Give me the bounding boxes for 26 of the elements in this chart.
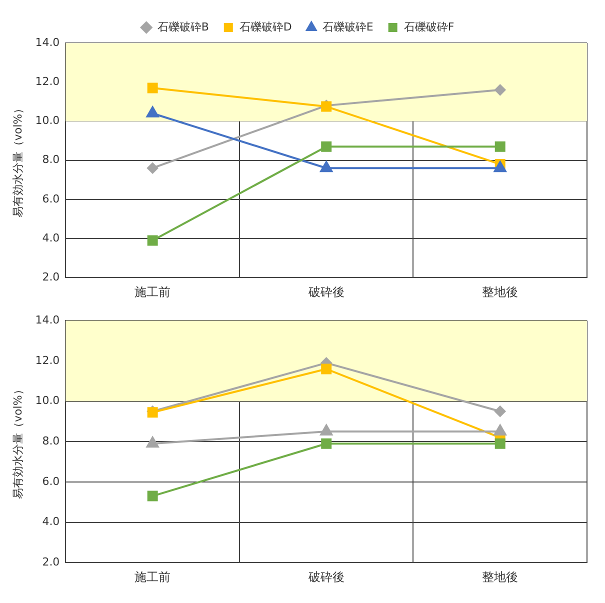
y-tick-label: 6.0 [42, 474, 60, 488]
y-tick-label: 2.0 [42, 270, 60, 284]
y-tick-label: 8.0 [42, 153, 60, 166]
legend-label: 石礫破砕D [239, 20, 292, 34]
legend-label: 石礫破砕E [322, 20, 374, 34]
y-tick-label: 10.0 [35, 394, 60, 408]
y-axis-title: 易有効水分量（vol%） [11, 384, 24, 499]
y-tick-label: 8.0 [42, 434, 60, 448]
x-tick-label: 整地後 [482, 570, 518, 584]
y-tick-label: 14.0 [35, 313, 60, 326]
y-tick-label: 2.0 [42, 555, 60, 568]
y-tick-label: 4.0 [42, 515, 60, 528]
x-tick-label: 整地後 [482, 284, 518, 299]
legend-label: 石礫破砕B [157, 20, 209, 34]
y-tick-label: 4.0 [42, 231, 60, 244]
y-axis-title: 易有効水分量（vol%） [11, 102, 24, 218]
y-tick-label: 14.0 [35, 36, 60, 49]
y-tick-label: 6.0 [42, 192, 60, 206]
legend-label: 石礫破砕F [404, 20, 454, 34]
y-tick-label: 12.0 [35, 354, 60, 367]
y-tick-label: 10.0 [35, 114, 60, 128]
y-tick-label: 12.0 [35, 74, 60, 88]
x-tick-label: 破砕後 [307, 570, 344, 584]
x-tick-label: 施工前 [134, 570, 171, 584]
x-tick-label: 破砕後 [307, 284, 344, 299]
x-tick-label: 施工前 [134, 284, 171, 299]
